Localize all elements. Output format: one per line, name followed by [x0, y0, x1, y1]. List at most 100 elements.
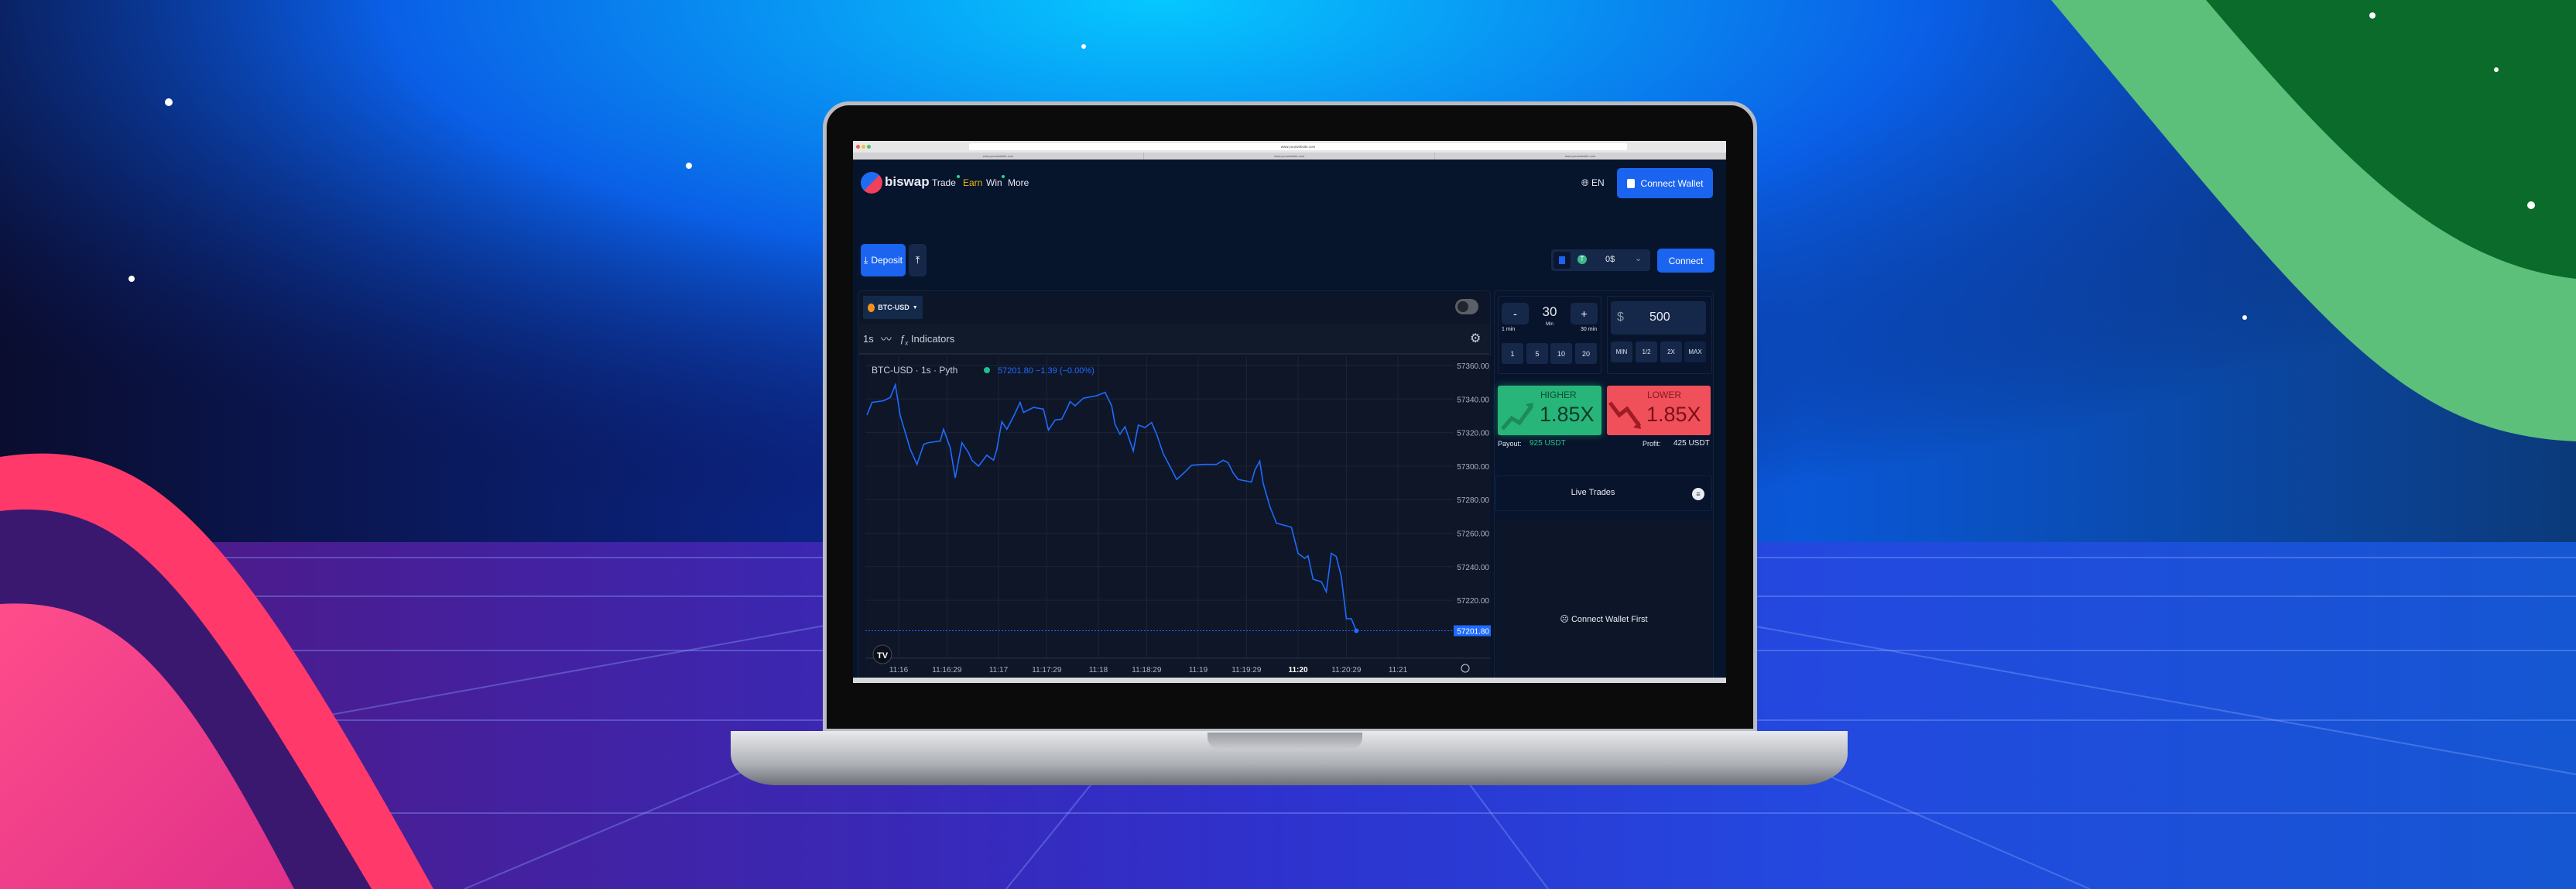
logo-text[interactable]: biswap	[885, 174, 930, 189]
x-tick-label: 11:17	[989, 666, 1009, 674]
browser-tab[interactable]: www.yourwebsite.com	[853, 153, 1144, 160]
connect-wallet-label: Connect Wallet	[1640, 177, 1704, 189]
indicators-label: Indicators	[910, 333, 955, 345]
price-chart[interactable]: 57360.00 57340.00 57320.00 57300.00 57280.00…	[865, 356, 1491, 681]
nav-earn[interactable]: Earn	[963, 177, 983, 188]
y-tick-label: 57240.00	[1457, 564, 1489, 572]
last-price-dot	[1354, 628, 1359, 633]
amount-input[interactable]: $ 500	[1611, 301, 1706, 335]
x-tick-label: 11:16	[889, 666, 909, 674]
last-price-badge	[1454, 625, 1491, 637]
browser-tab[interactable]: www.yourwebsite.com	[1435, 153, 1726, 160]
profit-value: 425 USDT	[1673, 439, 1710, 448]
minimize-window-icon[interactable]	[862, 145, 865, 149]
duration-preset-10[interactable]: 10	[1550, 343, 1572, 364]
live-trades-list: ☹︎ Connect Wallet First	[1495, 520, 1712, 678]
x-tick-label: 11:19	[1189, 666, 1208, 674]
list-icon[interactable]: ≡	[1692, 488, 1704, 500]
higher-multiplier: 1.85X	[1540, 403, 1595, 426]
connect-wallet-button[interactable]: Connect Wallet	[1617, 168, 1713, 198]
upload-icon: ⤒	[915, 254, 920, 266]
amount-max-button[interactable]: MAX	[1684, 342, 1706, 362]
y-tick-label: 57360.00	[1457, 362, 1489, 371]
y-tick-label: 57260.00	[1457, 530, 1489, 539]
share-button[interactable]: ⤒	[909, 244, 927, 276]
deposit-button[interactable]: ⤓ Deposit	[861, 244, 906, 276]
maximize-window-icon[interactable]	[867, 145, 871, 149]
duration-preset-5[interactable]: 5	[1526, 343, 1548, 364]
tradingview-logo-icon[interactable]	[872, 644, 892, 664]
payout-value: 925 USDT	[1530, 439, 1566, 448]
indicators-button[interactable]: ƒx Indicators	[899, 333, 954, 347]
live-trades-header: Live Trades ≡	[1495, 475, 1712, 511]
duration-value[interactable]: 30	[1542, 304, 1557, 319]
browser-tabs: www.yourwebsite.com www.yourwebsite.com …	[853, 153, 1726, 160]
live-trades-title: Live Trades	[1571, 488, 1615, 497]
x-tick-label: 11:17:29	[1032, 666, 1062, 674]
function-icon: ƒx	[899, 333, 909, 347]
x-tick-label: 11:20:29	[1331, 666, 1362, 674]
trend-down-icon	[1608, 401, 1642, 429]
nav-more[interactable]: More	[1008, 177, 1029, 188]
y-tick-label: 57280.00	[1457, 496, 1489, 505]
nav-trade[interactable]: Trade	[932, 177, 956, 188]
duration-preset-1[interactable]: 1	[1502, 343, 1523, 364]
payout-label: Payout:	[1498, 440, 1522, 448]
screen-bottom-bar	[853, 678, 1726, 683]
pair-selector[interactable]: BTC-USD ▼	[863, 296, 923, 319]
y-tick-label: 57340.00	[1457, 396, 1489, 404]
higher-button[interactable]: HIGHER 1.85X	[1498, 386, 1601, 435]
wallet-balance-selector[interactable]: T 0$ ⌄	[1551, 249, 1650, 271]
chart-legend-title: BTC-USD · 1s · Pyth	[872, 365, 957, 376]
interval-selector[interactable]: 1s	[863, 333, 874, 345]
x-tick-label: 11:18:29	[1132, 666, 1162, 674]
globe-icon: 🌐︎	[1581, 177, 1591, 188]
amount-half-button[interactable]: 1/2	[1636, 342, 1657, 362]
live-status-icon	[984, 367, 990, 373]
price-line	[866, 382, 1358, 631]
amount-box	[1607, 296, 1712, 374]
duration-max-label: 30 min	[1581, 327, 1598, 332]
browser-tab[interactable]: www.yourwebsite.com	[1144, 153, 1435, 160]
duration-plus-button[interactable]: +	[1571, 303, 1598, 324]
new-dot-icon	[1002, 175, 1005, 178]
language-selector[interactable]: 🌐︎ EN	[1581, 177, 1605, 189]
duration-min-label: 1 min	[1502, 327, 1516, 332]
profit-label: Profit:	[1643, 440, 1661, 448]
chart-settings-gear-icon[interactable]: ⚙︎	[1470, 332, 1482, 345]
language-label: EN	[1591, 177, 1605, 188]
address-bar[interactable]: www.yourwebsite.com	[969, 143, 1627, 150]
amount-double-button[interactable]: 2X	[1660, 342, 1682, 362]
y-tick-label: 57300.00	[1457, 463, 1489, 472]
chart-plot-bg	[865, 356, 1491, 681]
last-price-label: 57201.80	[1457, 628, 1489, 637]
connect-button[interactable]: Connect	[1657, 249, 1714, 273]
duration-preset-20[interactable]: 20	[1575, 343, 1597, 364]
chart-toggle[interactable]	[1455, 299, 1478, 314]
lower-multiplier: 1.85X	[1646, 403, 1701, 426]
y-tick-label: 57320.00	[1457, 430, 1489, 438]
chevron-down-icon: ⌄	[1635, 254, 1643, 263]
sad-search-icon: ☹︎	[1560, 615, 1571, 624]
dollar-icon: $	[1617, 311, 1624, 324]
chart-type-icon[interactable]: 〰	[881, 333, 892, 345]
download-icon: ⤓	[864, 254, 868, 266]
x-tick-label: 11:21	[1389, 666, 1408, 674]
close-window-icon[interactable]	[856, 145, 860, 149]
duration-minus-button[interactable]: -	[1502, 303, 1529, 324]
chart-legend-values: 57201.80 −1.39 (−0.00%)	[998, 366, 1094, 376]
biswap-logo-icon[interactable]	[861, 172, 882, 194]
nav-win[interactable]: Win	[986, 177, 1002, 188]
lower-button[interactable]: LOWER 1.85X	[1607, 386, 1711, 435]
lower-label: LOWER	[1647, 390, 1682, 400]
empty-state-label: Connect Wallet First	[1571, 615, 1648, 624]
amount-min-button[interactable]: MIN	[1611, 342, 1632, 362]
empty-state: ☹︎ Connect Wallet First	[1495, 614, 1712, 624]
deposit-label: Deposit	[871, 255, 903, 266]
higher-label: HIGHER	[1540, 390, 1577, 400]
tradingview-logo-text: TV	[877, 651, 889, 661]
laptop-notch	[1208, 733, 1362, 750]
time-axis-settings-icon[interactable]	[1461, 664, 1470, 673]
balance-value: 0$	[1605, 255, 1615, 264]
